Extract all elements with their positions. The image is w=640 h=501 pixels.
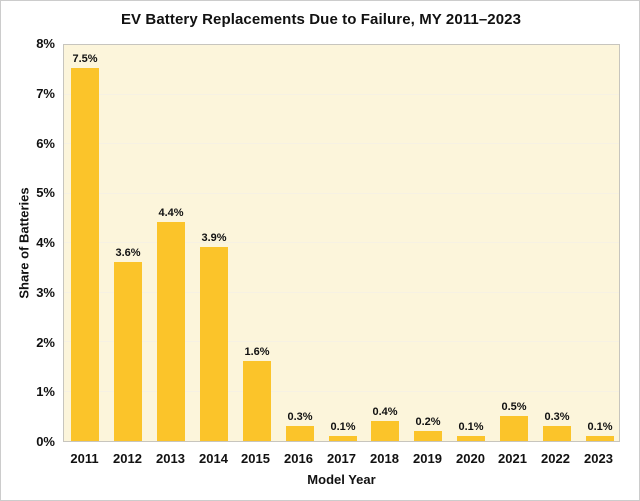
x-tick-label: 2013 xyxy=(156,451,185,466)
bar-value-label: 3.6% xyxy=(115,247,141,259)
bar-2018 xyxy=(371,421,399,441)
bar-2023 xyxy=(586,436,614,441)
bar-2013 xyxy=(157,222,185,441)
bar-value-label: 0.1% xyxy=(330,421,356,433)
y-tick-label: 5% xyxy=(36,185,55,200)
bar-2017 xyxy=(329,436,357,441)
bar-2019 xyxy=(414,431,442,441)
x-tick-label: 2020 xyxy=(456,451,485,466)
bar-2015 xyxy=(243,361,271,441)
x-tick-label: 2012 xyxy=(113,451,142,466)
x-tick-label: 2017 xyxy=(327,451,356,466)
y-tick-label: 3% xyxy=(36,285,55,300)
bar-2011 xyxy=(71,68,99,441)
gridline xyxy=(64,341,619,342)
chart-title: EV Battery Replacements Due to Failure, … xyxy=(120,11,522,28)
bar-value-label: 1.6% xyxy=(244,346,270,358)
bar-value-label: 7.5% xyxy=(72,53,98,65)
gridline xyxy=(64,390,619,392)
y-tick-label: 4% xyxy=(36,235,55,250)
bar-value-label: 4.4% xyxy=(158,207,184,219)
bar-value-label: 0.2% xyxy=(415,416,441,428)
gridline xyxy=(64,291,619,293)
x-tick-label: 2019 xyxy=(413,451,442,466)
bar-value-label: 0.4% xyxy=(372,406,398,418)
bar-value-label: 0.5% xyxy=(501,401,527,413)
gridline xyxy=(64,242,619,243)
x-axis-title: Model Year xyxy=(307,472,376,487)
bar-value-label: 0.3% xyxy=(287,411,313,423)
bar-value-label: 3.9% xyxy=(201,232,227,244)
plot-area: 7.5% 3.6% 4.4% 3.9% 1.6% 0.3% 0.1% 0.4% 0.2% 0.1%… xyxy=(63,44,620,442)
bar-2021 xyxy=(500,416,528,441)
bar-2016 xyxy=(286,426,314,441)
x-tick-label: 2014 xyxy=(199,451,228,466)
gridline xyxy=(64,143,619,144)
x-tick-label: 2021 xyxy=(498,451,527,466)
x-tick-label: 2023 xyxy=(584,451,613,466)
x-tick-label: 2016 xyxy=(284,451,313,466)
gridline xyxy=(64,93,619,95)
y-tick-label: 2% xyxy=(36,335,55,350)
bar-2014 xyxy=(200,247,228,441)
bar-2022 xyxy=(543,426,571,441)
bar-2020 xyxy=(457,436,485,441)
x-tick-label: 2018 xyxy=(370,451,399,466)
x-tick-label: 2015 xyxy=(241,451,270,466)
y-tick-label: 7% xyxy=(36,86,55,101)
y-tick-label: 0% xyxy=(36,434,55,449)
bar-value-label: 0.1% xyxy=(587,421,613,433)
y-tick-label: 8% xyxy=(36,36,55,51)
gridline xyxy=(64,192,619,194)
bar-value-label: 0.3% xyxy=(544,411,570,423)
x-tick-label: 2011 xyxy=(70,451,99,466)
bar-2012 xyxy=(114,262,142,441)
y-tick-label: 6% xyxy=(36,136,55,151)
y-tick-label: 1% xyxy=(36,384,55,399)
x-tick-label: 2022 xyxy=(541,451,570,466)
bar-value-label: 0.1% xyxy=(458,421,484,433)
